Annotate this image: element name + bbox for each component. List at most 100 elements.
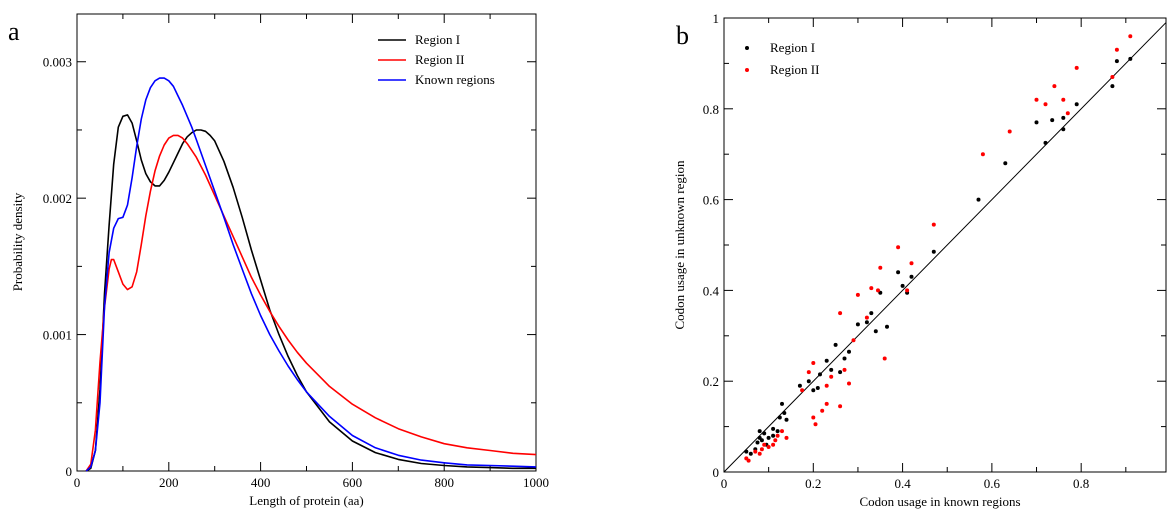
scatter-point-region-i <box>896 270 901 275</box>
scatter-point-region-ii <box>762 442 767 447</box>
panel-a-xtick-label: 1000 <box>523 475 549 490</box>
scatter-point-region-ii <box>746 458 751 463</box>
scatter-point-region-i <box>818 372 822 377</box>
panel-a-xtick-label: 400 <box>251 475 271 490</box>
scatter-point-region-i <box>900 283 905 288</box>
legend-label-region-i: Region I <box>770 40 815 55</box>
legend-label-region-i: Region I <box>415 32 460 47</box>
scatter-point-region-ii <box>1065 111 1070 116</box>
scatter-point-region-ii <box>838 311 843 316</box>
scatter-point-region-ii <box>896 245 901 250</box>
panel-b-ytick-label: 0 <box>713 465 720 480</box>
scatter-point-region-i <box>748 451 753 456</box>
scatter-point-region-i <box>1114 59 1119 64</box>
scatter-point-region-ii <box>909 261 914 266</box>
legend-label-region-ii: Region II <box>415 52 464 67</box>
legend-label-region-ii: Region II <box>770 62 819 77</box>
scatter-point-region-ii <box>824 383 829 388</box>
panel-a-ytick-label: 0.003 <box>43 55 72 70</box>
scatter-point-region-i <box>771 426 776 431</box>
scatter-point-region-ii <box>775 433 780 438</box>
scatter-point-region-ii <box>980 152 985 157</box>
panel-b-xtick-label: 0.2 <box>805 476 821 491</box>
scatter-point-region-i <box>864 320 869 325</box>
scatter-point-region-ii <box>759 447 764 452</box>
panel-a-ytick-label: 0.001 <box>43 328 72 343</box>
scatter-point-region-ii <box>1043 102 1048 107</box>
panel-b-ytick-label: 0.4 <box>703 283 720 298</box>
scatter-point-region-ii <box>757 451 762 456</box>
scatter-point-region-i <box>797 383 802 388</box>
scatter-point-region-i <box>829 367 834 372</box>
scatter-point-region-i <box>855 322 860 327</box>
scatter-point-region-i <box>780 401 784 406</box>
scatter-point-region-ii <box>1061 97 1066 102</box>
scatter-point-region-ii <box>1114 47 1119 52</box>
scatter-point-region-i <box>806 379 811 384</box>
panel-b-ytick-label: 0.6 <box>703 193 720 208</box>
scatter-point-region-ii <box>811 361 816 365</box>
scatter-point-region-i <box>1034 120 1039 125</box>
panel-a-series <box>85 77 537 472</box>
scatter-point-region-ii <box>838 404 843 409</box>
panel-b-xtick-label: 0.6 <box>984 476 1001 491</box>
scatter-point-region-i <box>755 440 760 445</box>
scatter-point-region-ii <box>829 374 834 379</box>
panel-a-xtick-label: 0 <box>74 475 81 490</box>
scatter-point-region-i <box>1074 102 1079 107</box>
panel-a-ticks: 0 200 400 600 800 1000 0 0.001 0.002 0.003 <box>43 14 549 490</box>
panel-a-xtick-label: 800 <box>434 475 454 490</box>
scatter-point-region-i <box>931 249 936 254</box>
scatter-point-region-i <box>1003 161 1008 166</box>
panel-b-xlabel: Codon usage in known regions <box>859 494 1020 509</box>
scatter-point-region-i <box>976 197 981 202</box>
scatter-point-region-i <box>838 370 843 375</box>
scatter-point-region-i <box>1050 118 1055 123</box>
scatter-point-region-ii <box>784 435 789 440</box>
scatter-point-region-i <box>869 311 874 316</box>
scatter-point-region-ii <box>1034 97 1039 102</box>
scatter-point-region-i <box>909 274 914 279</box>
panel-b-reference-line <box>723 22 1167 473</box>
scatter-point-region-ii <box>800 388 805 393</box>
scatter-point-region-i <box>757 429 762 434</box>
scatter-point-region-ii <box>771 442 776 447</box>
scatter-point-region-i <box>759 438 764 443</box>
series-line-region-ii <box>85 134 537 472</box>
scatter-point-region-ii <box>851 338 856 343</box>
panel-b-xtick-label: 0.8 <box>1073 476 1089 491</box>
panel-a-xtick-label: 200 <box>159 475 179 490</box>
legend-marker-region-i <box>745 46 749 50</box>
scatter-point-region-ii <box>1074 65 1079 70</box>
scatter-point-region-i <box>782 411 787 415</box>
panel-a-label: a <box>8 17 20 46</box>
scatter-point-region-i <box>847 349 851 354</box>
scatter-point-region-ii <box>824 401 829 406</box>
legend-marker-region-ii <box>745 68 749 72</box>
scatter-point-region-ii <box>1128 34 1133 39</box>
panel-a-line-chart: a 0 200 400 600 800 1000 0 0.001 0.002 0.003 Leng… <box>8 13 549 508</box>
scatter-point-region-i <box>1110 84 1115 89</box>
scatter-point-region-ii <box>820 408 825 413</box>
scatter-point-region-ii <box>1110 75 1115 79</box>
panel-b-identity-line <box>723 22 1167 473</box>
panel-b-series <box>744 34 1133 463</box>
legend-label-known-regions: Known regions <box>415 72 495 87</box>
scatter-point-region-ii <box>882 356 887 361</box>
series-line-known-regions <box>85 77 537 472</box>
scatter-point-region-i <box>873 329 878 334</box>
scatter-point-region-ii <box>806 370 811 375</box>
scatter-point-region-ii <box>855 292 860 297</box>
panel-a-xlabel: Length of protein (aa) <box>249 493 363 508</box>
scatter-point-region-i <box>1061 127 1066 132</box>
scatter-point-region-i <box>766 435 771 440</box>
scatter-point-region-i <box>775 429 780 434</box>
scatter-point-region-i <box>1043 140 1048 145</box>
panel-a-ytick-label: 0 <box>66 464 73 479</box>
scatter-point-region-i <box>1061 115 1066 120</box>
scatter-point-region-ii <box>811 415 816 420</box>
scatter-point-region-i <box>842 356 847 361</box>
scatter-point-region-ii <box>931 222 936 227</box>
scatter-point-region-i <box>824 358 829 363</box>
